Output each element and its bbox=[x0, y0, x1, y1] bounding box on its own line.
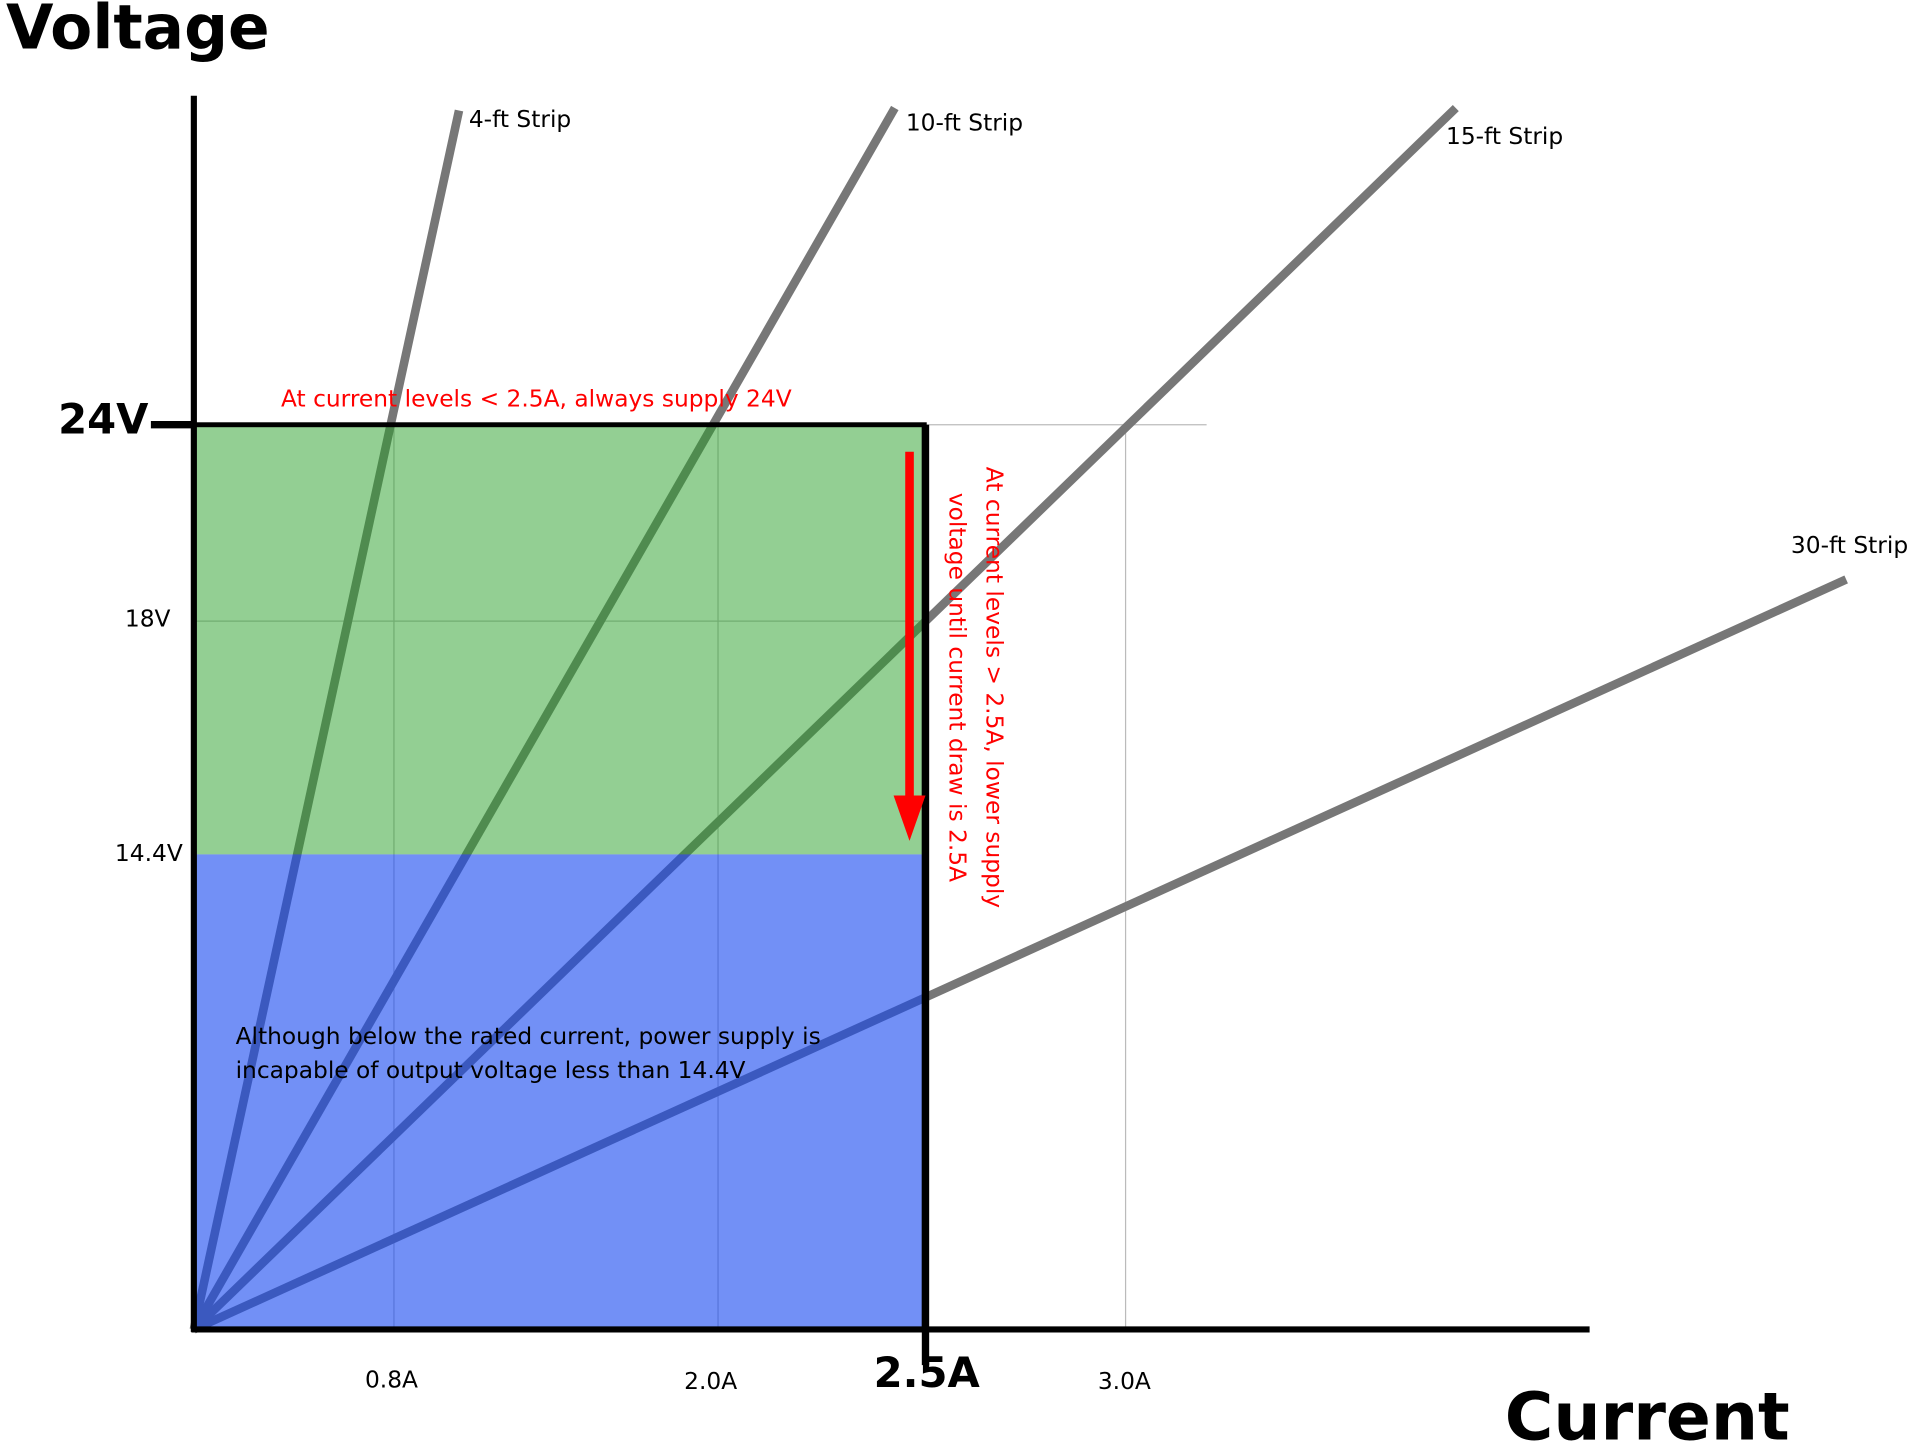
blue-region bbox=[193, 854, 925, 1330]
x-tick-label: 0.8A bbox=[365, 1367, 418, 1394]
annotation-side-line: At current levels > 2.5A, lower supply bbox=[981, 467, 1008, 909]
y-axis-title: Voltage bbox=[6, 0, 270, 64]
x-tick-label: 3.0A bbox=[1098, 1368, 1151, 1395]
y-tick-label: 14.4V bbox=[115, 840, 183, 867]
strip-label: 30-ft Strip bbox=[1791, 532, 1908, 559]
y-tick-label: 18V bbox=[125, 605, 171, 632]
annotation-top: At current levels < 2.5A, always supply … bbox=[281, 386, 792, 413]
strip-label: 10-ft Strip bbox=[906, 109, 1023, 136]
x-tick-label: 2.5A bbox=[874, 1348, 981, 1397]
arrow-head bbox=[893, 795, 926, 841]
y-tick-label: 24V bbox=[58, 394, 149, 443]
strip-label: 15-ft Strip bbox=[1446, 123, 1563, 150]
strip-label: 4-ft Strip bbox=[469, 106, 571, 133]
annotation-side-line: voltage until current draw is 2.5A bbox=[944, 493, 971, 882]
x-tick-label: 2.0A bbox=[684, 1368, 737, 1395]
annotation-bottom-line: incapable of output voltage less than 14… bbox=[236, 1057, 746, 1084]
annotation-side: At current levels > 2.5A, lower supply v… bbox=[944, 467, 1008, 909]
annotation-bottom-line: Although below the rated current, power … bbox=[236, 1023, 821, 1050]
x-axis-title: Current bbox=[1505, 1378, 1790, 1451]
green-region bbox=[193, 424, 925, 855]
